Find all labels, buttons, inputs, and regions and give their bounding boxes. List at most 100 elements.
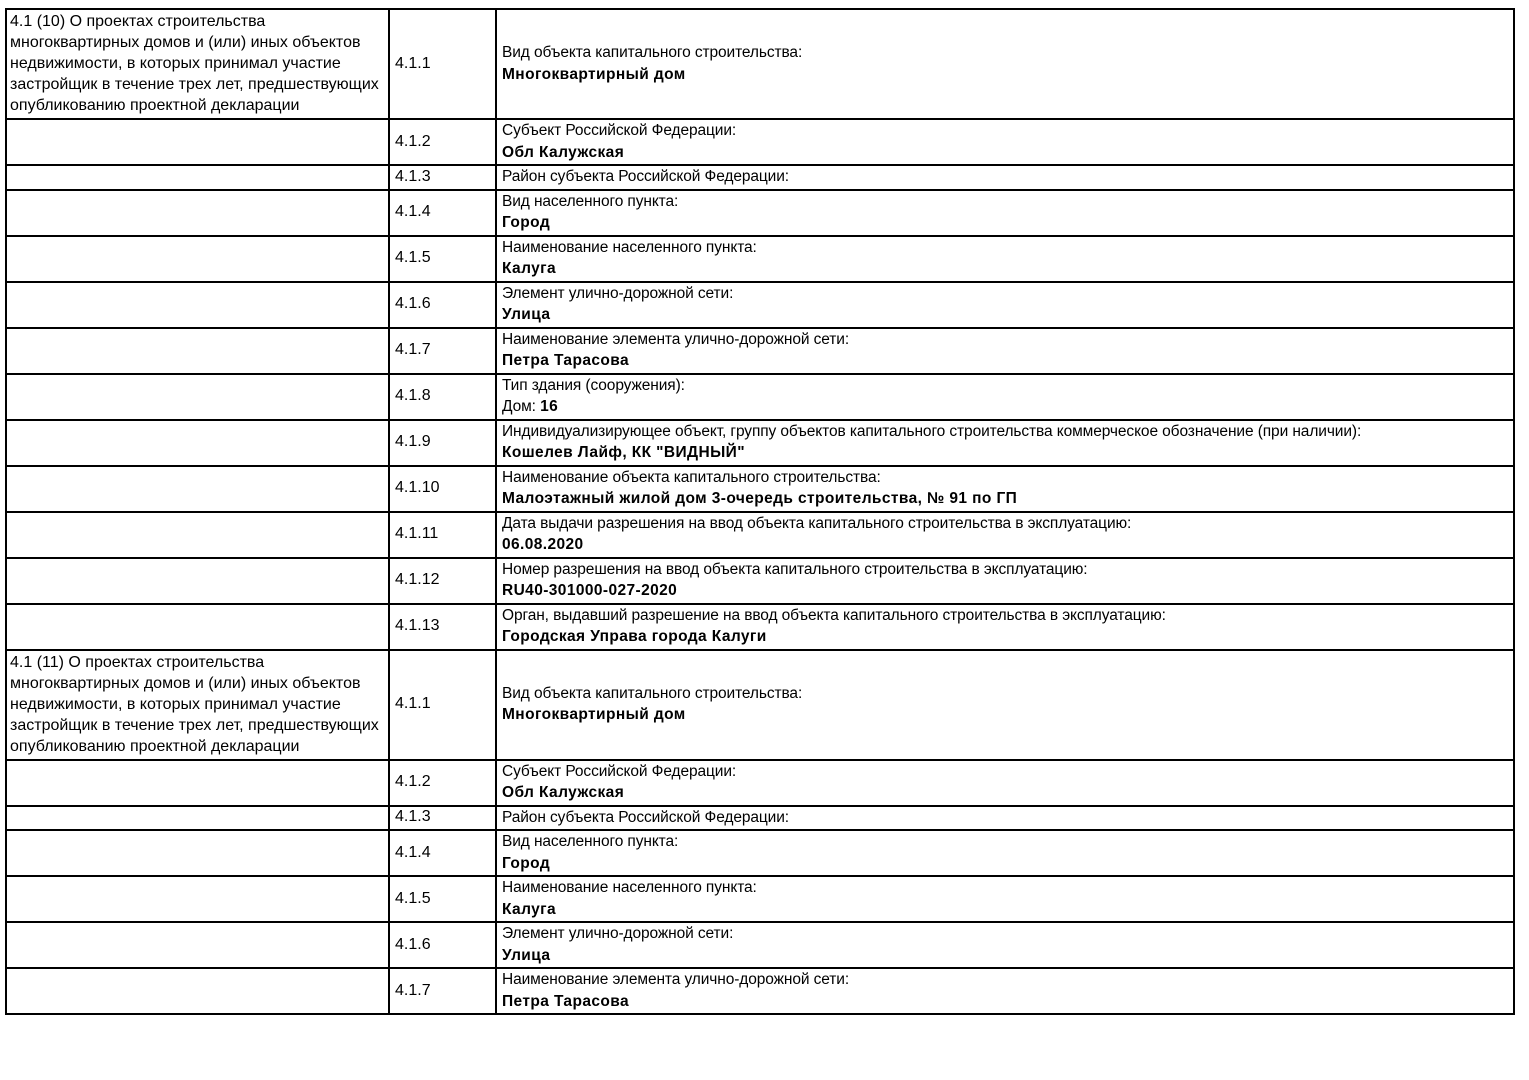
section-description — [5, 234, 390, 283]
row-value-cell: Субъект Российской Федерации: Обл Калужс… — [495, 758, 1515, 807]
table-row: 4.1.7 Наименование элемента улично-дорож… — [5, 326, 1515, 375]
section-description — [5, 188, 390, 237]
row-value-line: Многоквартирный дом — [502, 64, 1509, 86]
row-value-cell: Наименование элемента улично-дорожной се… — [495, 326, 1515, 375]
section-description — [5, 804, 390, 831]
declaration-table-body: 4.1 (10) О проектах строительства многок… — [5, 8, 1515, 1015]
row-label: Наименование объекта капитального строит… — [502, 468, 881, 486]
project-declaration-table: 4.1 (10) О проектах строительства многок… — [5, 8, 1515, 1015]
section-description — [5, 372, 390, 421]
table-row: 4.1.3 Район субъекта Российской Федераци… — [5, 164, 1515, 191]
row-code: 4.1.4 — [388, 829, 497, 877]
section-description — [5, 875, 390, 923]
row-value-cell: Вид населенного пункта: Город — [495, 188, 1515, 237]
row-value: Петра Тарасова — [502, 352, 629, 369]
row-value: Обл Калужская — [502, 143, 625, 161]
row-value: Улица — [502, 306, 551, 323]
row-label: Наименование населенного пункта: — [502, 238, 757, 256]
row-code: 4.1.5 — [388, 234, 497, 283]
row-value-cell: Вид населенного пункта: Город — [495, 829, 1515, 877]
table-row: 4.1.11 Дата выдачи разрешения на ввод об… — [5, 510, 1515, 559]
section-description: 4.1 (11) О проектах строительства многок… — [5, 648, 390, 761]
row-code: 4.1.4 — [388, 188, 497, 237]
row-label: Элемент улично-дорожной сети: — [502, 925, 734, 942]
section-description — [5, 510, 390, 559]
table-row: 4.1.7 Наименование элемента улично-дорож… — [5, 967, 1515, 1015]
table-row: 4.1.8 Тип здания (сооружения): Дом: 16 — [5, 372, 1515, 421]
row-value-line: Обл Калужская — [502, 142, 1509, 164]
row-label: Вид населенного пункта: — [502, 192, 679, 210]
row-label: Субъект Российской Федерации: — [502, 762, 737, 780]
section-description — [5, 418, 390, 467]
row-label: Тип здания (сооружения): — [502, 376, 685, 394]
section-description — [5, 758, 390, 807]
section-description — [5, 118, 390, 166]
row-value-line: Малоэтажный жилой дом 3-очередь строител… — [502, 488, 1509, 510]
row-value-cell: Субъект Российской Федерации: Обл Калужс… — [495, 118, 1515, 166]
row-code: 4.1.7 — [388, 967, 497, 1015]
row-value-line: Город — [502, 212, 1509, 234]
row-value-line: 06.08.2020 — [502, 534, 1509, 556]
section-description — [5, 280, 390, 329]
row-value-cell: Вид объекта капитального строительства: … — [495, 8, 1515, 120]
row-value-prefix: Дом: — [502, 398, 541, 415]
row-value-cell: Элемент улично-дорожной сети: Улица — [495, 921, 1515, 969]
row-label: Номер разрешения на ввод объекта капитал… — [502, 560, 1088, 578]
row-value: Многоквартирный дом — [502, 706, 686, 723]
section-description — [5, 921, 390, 969]
row-code: 4.1.7 — [388, 326, 497, 375]
row-label: Район субъекта Российской Федерации: — [502, 808, 789, 826]
table-row: 4.1.6 Элемент улично-дорожной сети: Улиц… — [5, 280, 1515, 329]
row-code: 4.1.12 — [388, 556, 497, 605]
row-value-line: Обл Калужская — [502, 782, 1509, 804]
row-code: 4.1.8 — [388, 372, 497, 421]
section-description: 4.1 (10) О проектах строительства многок… — [5, 8, 390, 120]
row-value-cell: Наименование объекта капитального строит… — [495, 464, 1515, 513]
row-value-line: Город — [502, 853, 1509, 875]
row-value: Обл Калужская — [502, 784, 625, 801]
row-code: 4.1.2 — [388, 758, 497, 807]
row-label: Орган, выдавший разрешение на ввод объек… — [502, 606, 1166, 624]
row-value-cell: Элемент улично-дорожной сети: Улица — [495, 280, 1515, 329]
row-label: Наименование элемента улично-дорожной се… — [502, 971, 850, 988]
row-value-line: Улица — [502, 304, 1509, 326]
row-label: Элемент улично-дорожной сети: — [502, 284, 734, 302]
row-code: 4.1.3 — [388, 804, 497, 831]
row-value-cell: Наименование элемента улично-дорожной се… — [495, 967, 1515, 1015]
row-code: 4.1.9 — [388, 418, 497, 467]
row-code: 4.1.6 — [388, 921, 497, 969]
table-row: 4.1.4 Вид населенного пункта: Город — [5, 829, 1515, 877]
row-value: Многоквартирный дом — [502, 65, 686, 83]
row-value: Город — [502, 214, 551, 231]
row-value-cell: Номер разрешения на ввод объекта капитал… — [495, 556, 1515, 605]
section-description — [5, 602, 390, 651]
row-label: Субъект Российской Федерации: — [502, 122, 737, 139]
row-label: Вид объекта капитального строительства: — [502, 44, 803, 61]
row-code: 4.1.10 — [388, 464, 497, 513]
table-row: 4.1.6 Элемент улично-дорожной сети: Улиц… — [5, 921, 1515, 969]
row-value: Калуга — [502, 260, 557, 277]
section-description — [5, 464, 390, 513]
table-row: 4.1.2 Субъект Российской Федерации: Обл … — [5, 118, 1515, 166]
row-value: 16 — [540, 398, 559, 415]
row-value-cell: Вид объекта капитального строительства: … — [495, 648, 1515, 761]
table-row: 4.1.2 Субъект Российской Федерации: Обл … — [5, 758, 1515, 807]
row-code: 4.1.11 — [388, 510, 497, 559]
table-row: 4.1.5 Наименование населенного пункта: К… — [5, 234, 1515, 283]
section-description — [5, 326, 390, 375]
row-label: Индивидуализирующее объект, группу объек… — [502, 422, 1362, 440]
row-value-line: Городская Управа города Калуги — [502, 626, 1509, 648]
row-label: Наименование элемента улично-дорожной се… — [502, 330, 850, 348]
row-code: 4.1.3 — [388, 164, 497, 191]
row-value: 06.08.2020 — [502, 536, 584, 553]
row-code: 4.1.2 — [388, 118, 497, 166]
row-value: Кошелев Лайф, КК "ВИДНЫЙ" — [502, 444, 745, 461]
row-code: 4.1.5 — [388, 875, 497, 923]
row-value-line: Калуга — [502, 258, 1509, 280]
row-code: 4.1.1 — [388, 648, 497, 761]
row-label: Наименование населенного пункта: — [502, 879, 757, 896]
row-code: 4.1.1 — [388, 8, 497, 120]
row-value: Малоэтажный жилой дом 3-очередь строител… — [502, 490, 1018, 507]
row-value-line: Дом: 16 — [502, 396, 1509, 418]
table-row: 4.1.9 Индивидуализирующее объект, группу… — [5, 418, 1515, 467]
